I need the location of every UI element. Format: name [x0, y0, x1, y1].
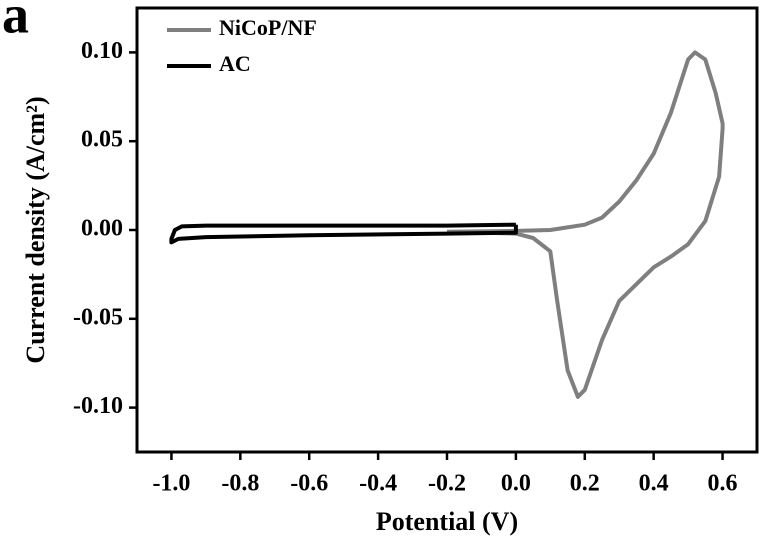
- y-tick-label: -0.05: [73, 304, 123, 330]
- x-tick-label: -0.8: [221, 471, 259, 497]
- x-tick-label: 0.4: [639, 471, 669, 497]
- x-tick-label: 0.6: [708, 471, 738, 497]
- y-tick-label: 0.10: [81, 38, 123, 64]
- x-axis-label: Potential (V): [376, 507, 518, 536]
- y-tick-label: -0.10: [73, 393, 123, 419]
- legend-label: NiCoP/NF: [219, 15, 317, 40]
- x-tick-label: -0.6: [290, 471, 328, 497]
- x-tick-label: -0.4: [359, 471, 397, 497]
- series-line: [169, 222, 518, 245]
- y-axis-label: Current density (A/cm²): [21, 96, 50, 363]
- x-tick-label: 0.2: [570, 471, 600, 497]
- panel-label: a: [2, 0, 29, 44]
- x-tick-label: -0.2: [428, 471, 466, 497]
- series-line: [446, 50, 725, 399]
- y-tick-label: 0.05: [81, 127, 123, 153]
- y-tick-label: 0.00: [81, 216, 123, 242]
- x-tick-label: 0.0: [501, 471, 531, 497]
- x-tick-label: -1.0: [152, 471, 190, 497]
- legend-label: AC: [219, 51, 251, 76]
